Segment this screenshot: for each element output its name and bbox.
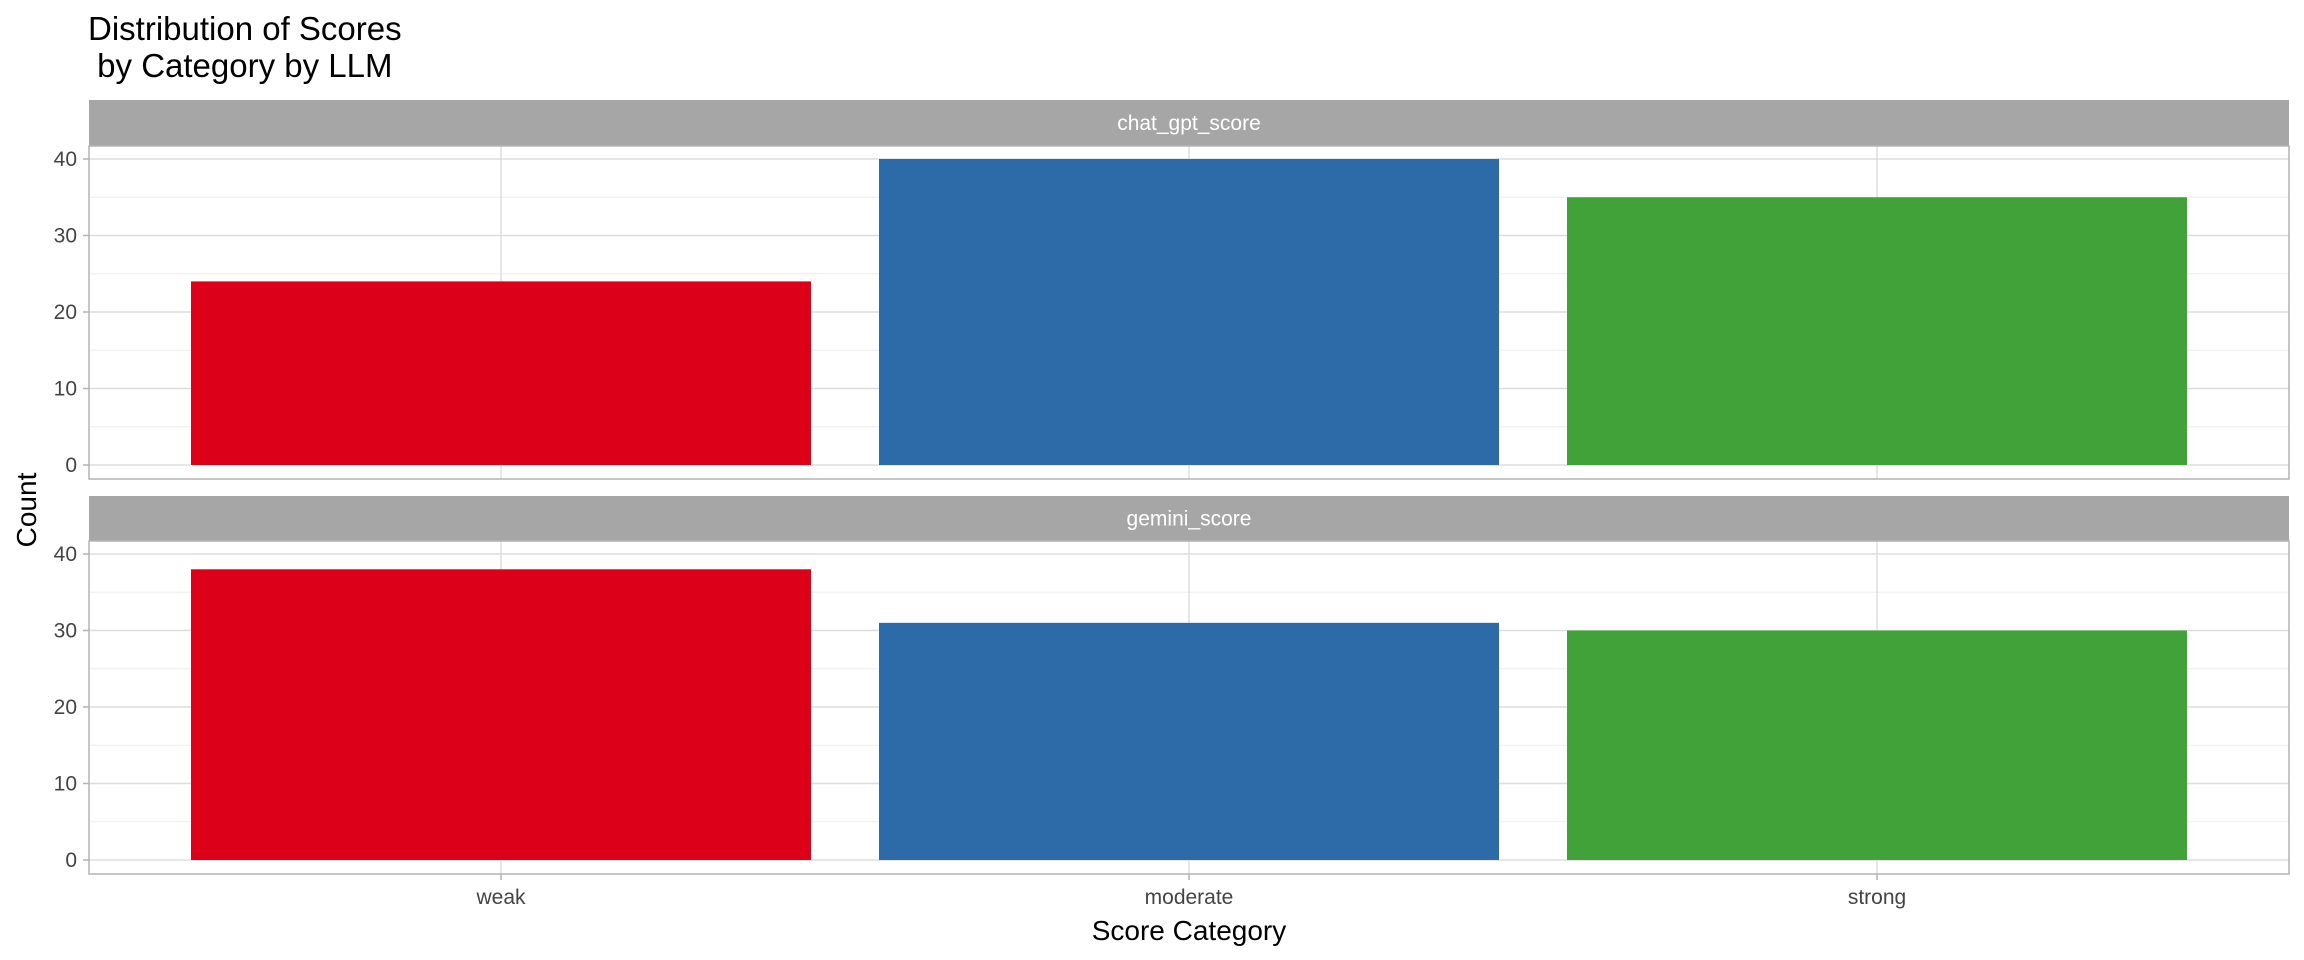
y-tick-label: 40 — [54, 148, 77, 171]
x-axis-ticks: weak moderate strong — [475, 874, 1906, 909]
chart-title-line-1: Distribution of Scores — [88, 10, 402, 47]
y-tick-label: 0 — [65, 454, 77, 477]
bar-chat-gpt-score-moderate — [879, 159, 1499, 465]
y-tick-label: 40 — [54, 543, 77, 566]
facet-strip — [89, 100, 2289, 146]
bar-chat-gpt-score-weak — [191, 281, 811, 465]
chart-title-line-2: by Category by LLM — [88, 47, 392, 84]
facets-layer: chat_gpt_score 0 10 20 30 40 gemini_score 0 10 20… — [54, 100, 2290, 875]
y-tick-label: 10 — [54, 773, 77, 796]
x-axis-title: Score Category — [1092, 915, 1287, 946]
bar-gemini-score-strong — [1567, 630, 2187, 860]
facet-strip-label: chat_gpt_score — [1117, 112, 1261, 135]
x-tick-label-moderate: moderate — [1145, 886, 1234, 909]
bar-gemini-score-moderate — [879, 622, 1499, 860]
y-axis-title: Count — [11, 472, 42, 547]
bar-chat-gpt-score-strong — [1567, 197, 2187, 465]
y-tick-label: 30 — [54, 225, 77, 248]
y-tick-label: 10 — [54, 378, 77, 401]
facet-panel-gemini-score: gemini_score 0 10 20 30 40 — [54, 496, 2290, 875]
bar-gemini-score-weak — [191, 569, 811, 860]
facet-strip-label: gemini_score — [1127, 508, 1252, 531]
y-tick-label: 30 — [54, 620, 77, 643]
facet-strip — [89, 496, 2289, 541]
y-tick-label: 0 — [65, 849, 77, 872]
x-tick-label-strong: strong — [1848, 886, 1906, 909]
y-tick-label: 20 — [54, 696, 77, 719]
facet-panel-chat-gpt-score: chat_gpt_score 0 10 20 30 40 — [54, 100, 2290, 480]
x-tick-label-weak: weak — [475, 886, 526, 909]
y-tick-label: 20 — [54, 301, 77, 324]
